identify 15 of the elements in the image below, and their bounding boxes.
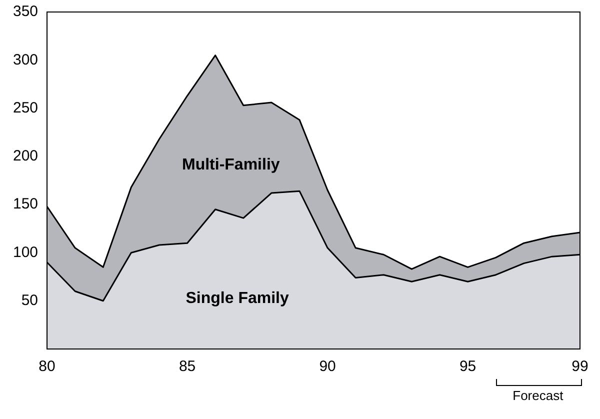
x-tick-label: 99 [572,358,588,376]
annotation: Single Family [186,290,289,307]
y-tick-label: 50 [21,292,38,309]
annotation: Multi-Familiy [182,156,280,174]
y-tick-label: 150 [12,196,38,213]
x-tick-label: 95 [459,358,476,376]
y-tick-label: 350 [12,3,38,20]
x-tick-label: 80 [38,358,56,376]
y-tick-label: 200 [12,148,38,165]
text: Forecast [512,388,564,403]
x-tick-label: 85 [178,358,196,376]
x-tick-label: 90 [319,358,336,376]
y-tick-label: 300 [12,51,38,68]
y-tick-label: 100 [12,244,38,261]
y-tick-label: 250 [12,99,38,116]
